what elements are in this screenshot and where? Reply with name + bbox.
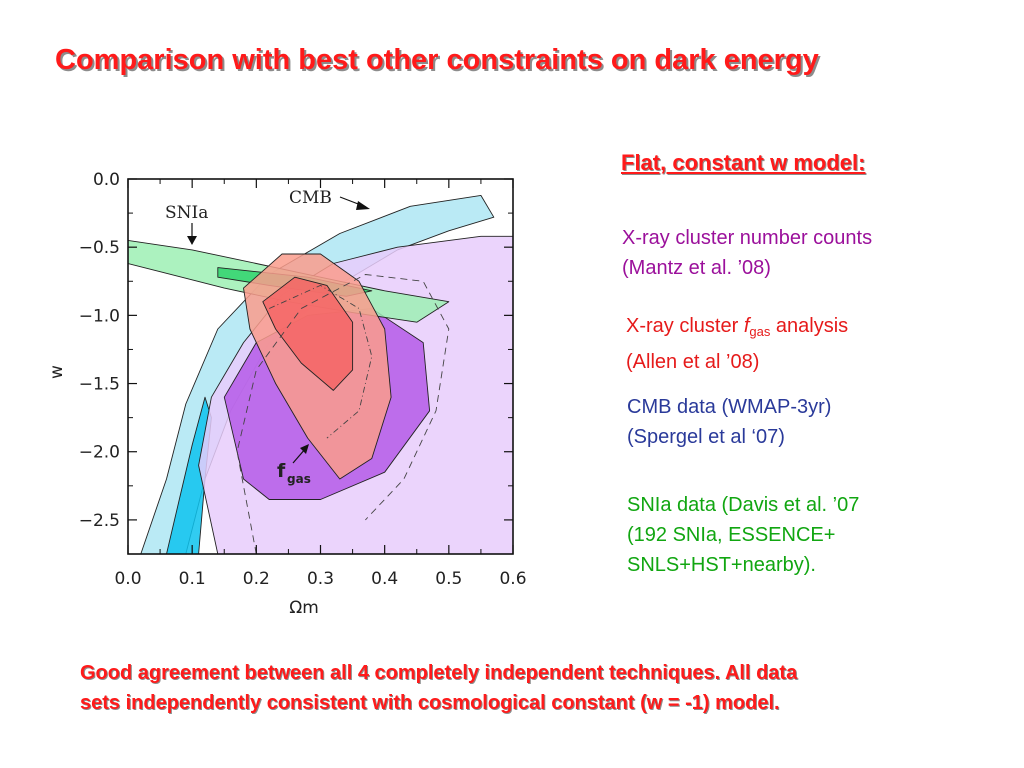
y-tick-label: −2.5 [79, 511, 120, 531]
y-tick-label: 0.0 [93, 170, 120, 190]
annotation-fgas-subscript: gas [287, 472, 311, 486]
dashed-contour-2 [269, 284, 373, 439]
x-tick-label: 0.0 [114, 569, 141, 589]
x-tick-label: 0.2 [243, 569, 270, 589]
y-tick-label: −0.5 [79, 238, 120, 258]
x-tick-label: 0.4 [371, 569, 398, 589]
x-tick-label: 0.6 [499, 569, 526, 589]
x-tick-label: 0.3 [307, 569, 334, 589]
legend-item-cmb: CMB data (WMAP-3yr) (Spergel et al ‘07) [627, 392, 831, 452]
y-tick-label: −1.0 [79, 306, 120, 326]
legend-heading: Flat, constant w model: [621, 150, 866, 175]
legend-reference: (Mantz et al. ’08) [622, 257, 771, 279]
legend-text-suffix: analysis [770, 315, 849, 337]
constraint-plot: 0.0 0.1 0.2 0.3 0.4 0.5 0.6 0.0 −0.5 −1.0 −1.5 −2.0… [40, 150, 540, 630]
annotation-cmb: CMB [289, 188, 332, 208]
slide-title: Comparison with best other constraints o… [55, 44, 819, 76]
contour-layer [128, 194, 513, 554]
legend-text: SNIa data (Davis et al. ’07 [627, 494, 860, 516]
fgas-subscript: gas [749, 324, 771, 339]
y-tick-label: −1.5 [79, 375, 120, 395]
conclusion-text: Good agreement between all 4 completely … [80, 658, 960, 718]
cmb-contour-68 [166, 396, 212, 554]
x-axis-title: Ωm [289, 598, 319, 618]
conclusion-line: sets independently consistent with cosmo… [80, 692, 780, 714]
fgas-symbol: f [743, 315, 750, 337]
legend-item-snia: SNIa data (Davis et al. ’07 (192 SNIa, E… [627, 490, 859, 580]
dashed-contour-1 [236, 274, 450, 554]
snia-arrow-head [187, 236, 197, 245]
contour-chart: 0.0 0.1 0.2 0.3 0.4 0.5 0.6 0.0 −0.5 −1.0 −1.5 −2.0… [47, 170, 527, 618]
legend-reference: (Spergel et al ‘07) [627, 426, 785, 448]
annotation-fgas: f [277, 460, 286, 482]
x-tick-label: 0.5 [435, 569, 462, 589]
y-tick-label: −2.0 [79, 443, 120, 463]
y-axis-title: w [47, 365, 67, 379]
conclusion-line: Good agreement between all 4 completely … [80, 662, 798, 684]
fgas-contour-68 [262, 276, 354, 391]
legend-text-prefix: X-ray cluster [626, 315, 744, 337]
legend-reference: (Allen et al ’08) [626, 351, 760, 373]
legend-item-cluster-counts: X-ray cluster number counts (Mantz et al… [622, 223, 872, 283]
legend-text: X-ray cluster fgas analysis [626, 311, 848, 347]
legend-item-fgas: X-ray cluster fgas analysis (Allen et al… [626, 311, 848, 377]
legend-detail: (192 SNIa, ESSENCE+ [627, 524, 836, 546]
cmb-arrow-head [356, 201, 370, 210]
legend-detail: SNLS+HST+nearby). [627, 554, 816, 576]
annotation-snia: SNIa [165, 203, 208, 223]
x-tick-label: 0.1 [179, 569, 206, 589]
legend-text: CMB data (WMAP-3yr) [627, 396, 832, 418]
tick-layer: 0.0 0.1 0.2 0.3 0.4 0.5 0.6 0.0 −0.5 −1.0 −1.5 −2.0… [79, 170, 527, 589]
fgas-arrow-head [300, 444, 309, 454]
legend-text: X-ray cluster number counts [622, 227, 873, 249]
